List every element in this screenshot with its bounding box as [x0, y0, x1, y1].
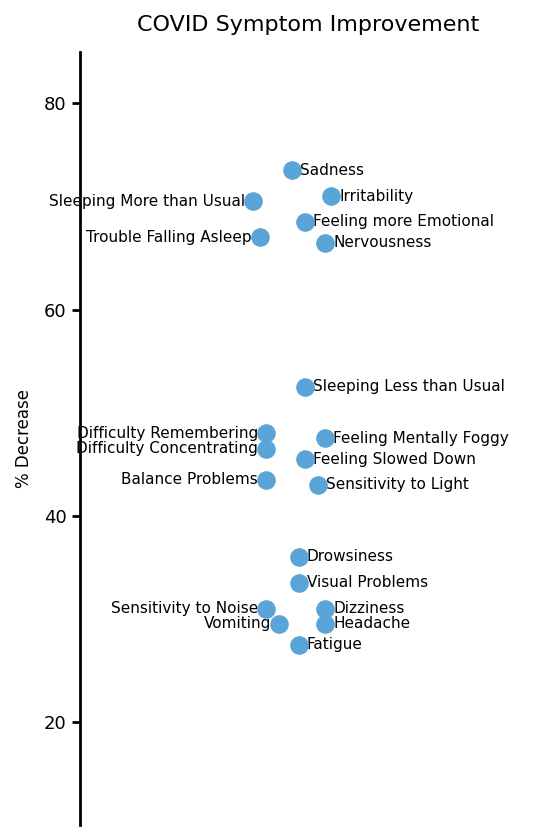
Point	[294, 638, 303, 651]
Point	[320, 432, 329, 445]
Point	[301, 215, 310, 228]
Text: Feeling more Emotional: Feeling more Emotional	[314, 214, 495, 229]
Point	[262, 601, 270, 615]
Text: Feeling Mentally Foggy: Feeling Mentally Foggy	[333, 431, 509, 446]
Text: Nervousness: Nervousness	[333, 235, 431, 250]
Text: Sensitivity to Noise: Sensitivity to Noise	[111, 601, 258, 616]
Text: Vomiting: Vomiting	[204, 617, 271, 632]
Text: Difficulty Remembering: Difficulty Remembering	[77, 426, 258, 441]
Point	[301, 452, 310, 465]
Point	[248, 195, 257, 208]
Text: Sadness: Sadness	[300, 163, 364, 178]
Text: Difficulty Concentrating: Difficulty Concentrating	[76, 441, 258, 456]
Y-axis label: % Decrease: % Decrease	[15, 389, 33, 488]
Text: Drowsiness: Drowsiness	[307, 549, 394, 564]
Point	[262, 473, 270, 486]
Text: Sleeping Less than Usual: Sleeping Less than Usual	[314, 380, 505, 394]
Point	[320, 601, 329, 615]
Text: Visual Problems: Visual Problems	[307, 575, 428, 591]
Text: Trouble Falling Asleep: Trouble Falling Asleep	[86, 230, 251, 245]
Text: Feeling Slowed Down: Feeling Slowed Down	[314, 452, 476, 466]
Point	[320, 236, 329, 249]
Text: Balance Problems: Balance Problems	[121, 472, 258, 487]
Title: COVID Symptom Improvement: COVID Symptom Improvement	[137, 15, 480, 35]
Point	[275, 617, 284, 631]
Text: Dizziness: Dizziness	[333, 601, 405, 616]
Text: Sleeping More than Usual: Sleeping More than Usual	[49, 194, 245, 209]
Point	[301, 381, 310, 394]
Point	[255, 231, 264, 244]
Point	[294, 576, 303, 590]
Point	[262, 442, 270, 455]
Point	[294, 550, 303, 564]
Point	[314, 478, 323, 491]
Point	[327, 190, 336, 203]
Text: Sensitivity to Light: Sensitivity to Light	[326, 477, 469, 492]
Text: Fatigue: Fatigue	[307, 637, 363, 652]
Point	[288, 164, 296, 177]
Text: Headache: Headache	[333, 617, 410, 632]
Text: Irritability: Irritability	[339, 189, 413, 203]
Point	[262, 427, 270, 440]
Point	[320, 617, 329, 631]
